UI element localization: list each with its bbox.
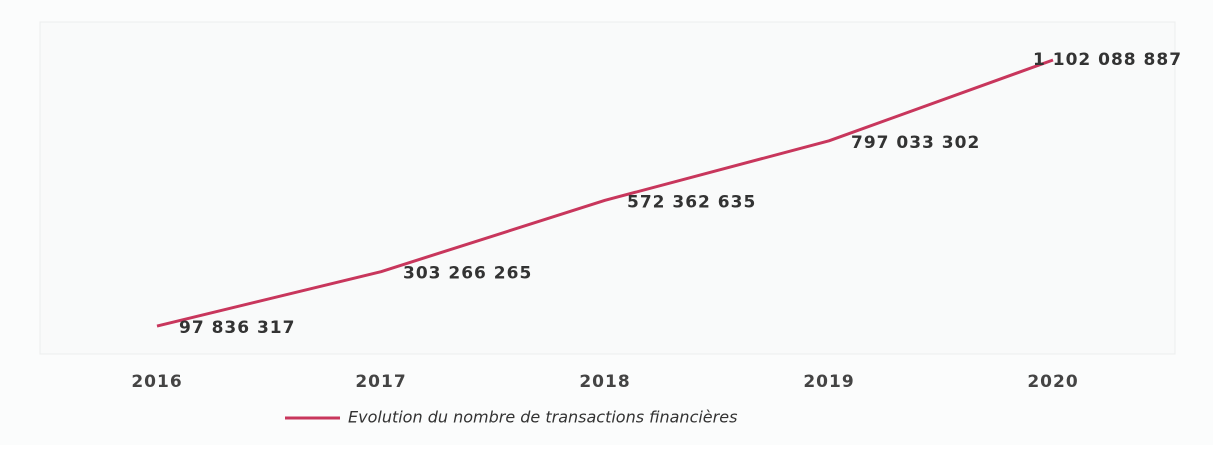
x-tick-label: 2017 [355,372,406,392]
data-label: 97 836 317 [179,318,295,338]
data-label: 572 362 635 [627,192,756,212]
x-tick-label: 2016 [131,372,182,392]
line [156,58,1054,328]
legend-label: Evolution du nombre de transactions fina… [348,408,737,427]
data-label: 797 033 302 [851,133,980,153]
data-label: 303 266 265 [403,264,532,284]
data-label: 1 102 088 887 [1033,50,1182,70]
x-tick-label: 2020 [1027,372,1078,392]
plot-area [39,21,1176,355]
x-tick-label: 2019 [803,372,854,392]
x-tick-label: 2018 [579,372,630,392]
